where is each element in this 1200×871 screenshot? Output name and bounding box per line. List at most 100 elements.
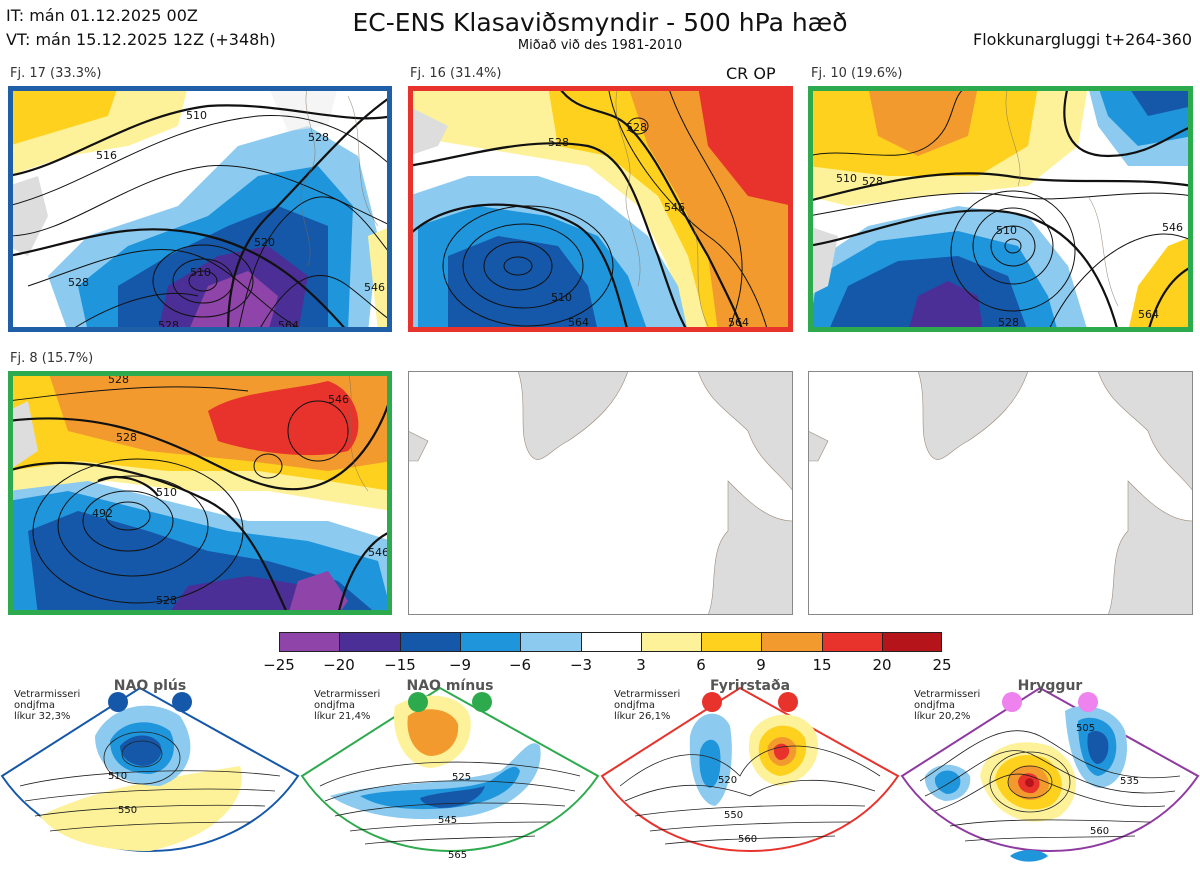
contour-label: 520 — [718, 775, 737, 786]
regime-info-line: Vetrarmisseri — [314, 689, 381, 700]
regime-blocking-svg: 520 550 560 — [600, 686, 900, 852]
regime-info-line: ondjfma — [314, 700, 355, 711]
contour-label: 528 — [108, 373, 129, 386]
cluster-map-4[interactable]: 528 528 546 510 492 546 528 — [8, 371, 392, 615]
cluster-map-2[interactable]: 528 528 546 510 564 564 — [408, 86, 793, 332]
cluster-label-1: Fj. 17 (33.3%) — [10, 66, 102, 81]
colorbar-tick: −6 — [508, 656, 532, 674]
colorbar-tick: 6 — [696, 656, 706, 674]
contour-label: 560 — [1090, 826, 1109, 837]
cluster-label-4: Fj. 8 (15.7%) — [10, 351, 94, 366]
regime-ridge[interactable]: 505 535 560 Hryggur Vetrarmisseri ondjfm… — [900, 676, 1200, 871]
contour-label: 565 — [448, 850, 467, 861]
regime-nao-plus-labels: 510 550 — [108, 771, 137, 816]
cluster-map-2-svg: 528 528 546 510 564 564 — [408, 86, 793, 332]
regime-info-line: líkur 21,4% — [314, 711, 371, 722]
regime-name: NAO plús — [113, 678, 187, 694]
contour-label: 546 — [368, 546, 389, 559]
colorbar-segment — [581, 632, 642, 652]
colorbar-segment — [520, 632, 581, 652]
cluster-map-4-labels: 528 528 546 510 492 546 528 — [92, 373, 389, 607]
valid-time: VT: mán 15.12.2025 12Z (+348h) — [6, 30, 276, 49]
colorbar-segment — [400, 632, 461, 652]
contour-label: 510 — [108, 771, 127, 782]
contour-label: 546 — [364, 281, 385, 294]
contour-label: 528 — [156, 594, 177, 607]
colorbar-segment — [460, 632, 521, 652]
regime-name: NAO mínus — [406, 678, 494, 694]
colorbar-segment — [339, 632, 400, 652]
regime-info: Vetrarmisseri ondjfma líkur 26,1% — [614, 689, 680, 722]
colorbar-tick: −9 — [448, 656, 472, 674]
colorbar-tick: 15 — [812, 656, 832, 674]
regime-nao-plus-svg: 510 550 — [0, 686, 300, 852]
regime-info-line: líkur 20,2% — [914, 711, 971, 722]
page-title: EC-ENS Klasaviðsmyndir - 500 hPa hæð — [352, 8, 848, 37]
contour-label: 560 — [738, 834, 757, 845]
regime-ridge-labels: 505 535 560 — [1076, 723, 1139, 837]
regime-nao-minus-labels: 525 545 565 — [438, 772, 471, 861]
init-time: IT: mán 01.12.2025 00Z — [6, 6, 198, 25]
cluster-map-1[interactable]: 510 516 528 520 528 510 546 528 564 — [8, 86, 392, 332]
cluster-map-1-svg: 510 516 528 520 528 510 546 528 564 — [8, 86, 392, 332]
empty-map-5 — [408, 371, 793, 615]
regime-info-line: Vetrarmisseri — [14, 689, 81, 700]
colorbar-segment — [701, 632, 762, 652]
contour-label: 510 — [996, 224, 1017, 237]
cluster-map-4-svg: 528 528 546 510 492 546 528 — [8, 371, 392, 615]
contour-label: 564 — [728, 316, 749, 329]
contour-label: 492 — [92, 507, 113, 520]
contour-label: 546 — [328, 393, 349, 406]
colorbar-segment — [761, 632, 822, 652]
contour-label: 505 — [1076, 723, 1095, 734]
contour-label: 525 — [452, 772, 471, 783]
contour-label: 510 — [836, 172, 857, 185]
colorbar-tick: 9 — [756, 656, 766, 674]
regime-ridge-svg: 505 535 560 — [900, 686, 1200, 862]
regime-name: Hryggur — [1017, 678, 1083, 694]
regime-blocking[interactable]: 520 550 560 Fyrirstaða Vetrarmisseri ond… — [600, 676, 900, 871]
regime-info-line: líkur 32,3% — [14, 711, 71, 722]
colorbar-tick: 25 — [932, 656, 952, 674]
colorbar-tick: −3 — [569, 656, 593, 674]
regime-info-line: Vetrarmisseri — [614, 689, 681, 700]
anomaly-colorbar — [279, 632, 942, 652]
classification-window: Flokkunargluggi t+264-360 — [973, 30, 1192, 49]
contour-label: 528 — [68, 276, 89, 289]
contour-label: 564 — [1138, 308, 1159, 321]
colorbar-segment — [641, 632, 702, 652]
regime-info-line: líkur 26,1% — [614, 711, 671, 722]
cr-op-label: CR OP — [726, 64, 776, 83]
empty-map-6-svg — [808, 371, 1193, 615]
regime-info: Vetrarmisseri ondjfma líkur 21,4% — [314, 689, 380, 722]
cluster-label-2: Fj. 16 (31.4%) — [410, 66, 502, 81]
contour-label: 550 — [724, 810, 743, 821]
cluster-label-3: Fj. 10 (19.6%) — [811, 66, 903, 81]
colorbar-segment — [279, 632, 340, 652]
colorbar-tick: −15 — [384, 656, 416, 674]
regime-nao-minus[interactable]: 525 545 565 NAO mínus Vetrarmisseri ondj… — [300, 676, 600, 871]
regime-info-line: ondjfma — [14, 700, 55, 711]
contour-label: 546 — [664, 201, 685, 214]
contour-label: 528 — [998, 316, 1019, 329]
contour-label: 520 — [254, 236, 275, 249]
contour-label: 510 — [551, 291, 572, 304]
contour-label: 510 — [156, 486, 177, 499]
colorbar-tick: −25 — [263, 656, 295, 674]
colorbar-tick: −20 — [323, 656, 355, 674]
page-subtitle: Miðað við des 1981-2010 — [517, 38, 683, 53]
regime-info-line: ondjfma — [914, 700, 955, 711]
regime-info-line: Vetrarmisseri — [914, 689, 981, 700]
regime-nao-plus[interactable]: 510 550 NAO plús Vetrarmisseri ondjfma l… — [0, 676, 300, 871]
contour-label: 528 — [116, 431, 137, 444]
cluster-map-2-labels: 528 528 546 510 564 564 — [548, 121, 749, 329]
cluster-map-3[interactable]: 510 528 510 546 564 528 — [808, 86, 1193, 332]
regime-info: Vetrarmisseri ondjfma líkur 32,3% — [14, 689, 80, 722]
colorbar-tick: 3 — [636, 656, 646, 674]
contour-label: 550 — [118, 805, 137, 816]
regime-blocking-labels: 520 550 560 — [718, 775, 757, 845]
contour-label: 510 — [190, 266, 211, 279]
contour-label: 528 — [626, 121, 647, 134]
contour-label: 535 — [1120, 776, 1139, 787]
regime-name: Fyrirstaða — [709, 678, 791, 694]
